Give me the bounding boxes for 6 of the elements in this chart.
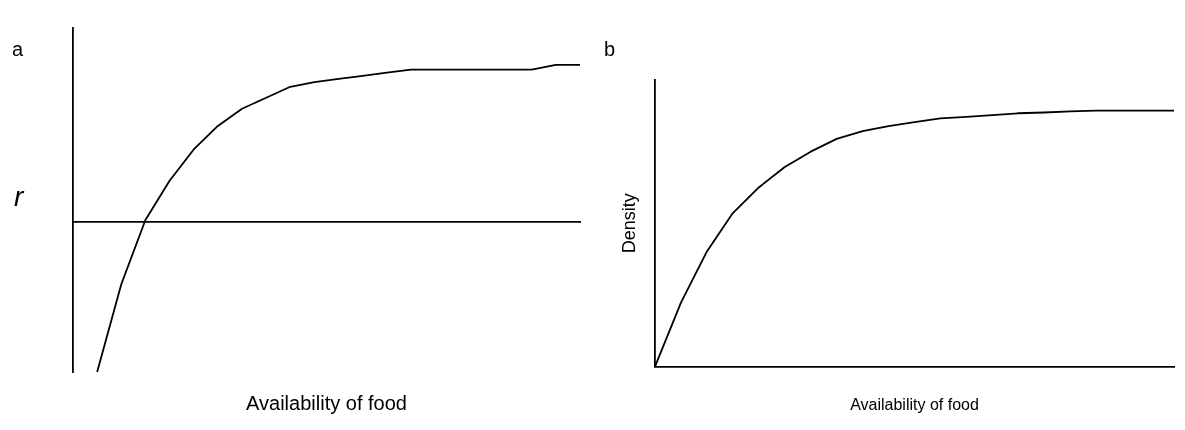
y-axis-title: Density [619, 193, 639, 254]
x-axis-title: Availability of food [246, 392, 407, 414]
y-axis-title: r [14, 181, 25, 212]
x-axis-title: Availability of food [850, 396, 979, 413]
chart-title: b [604, 38, 616, 60]
chart-title: a [12, 38, 24, 60]
